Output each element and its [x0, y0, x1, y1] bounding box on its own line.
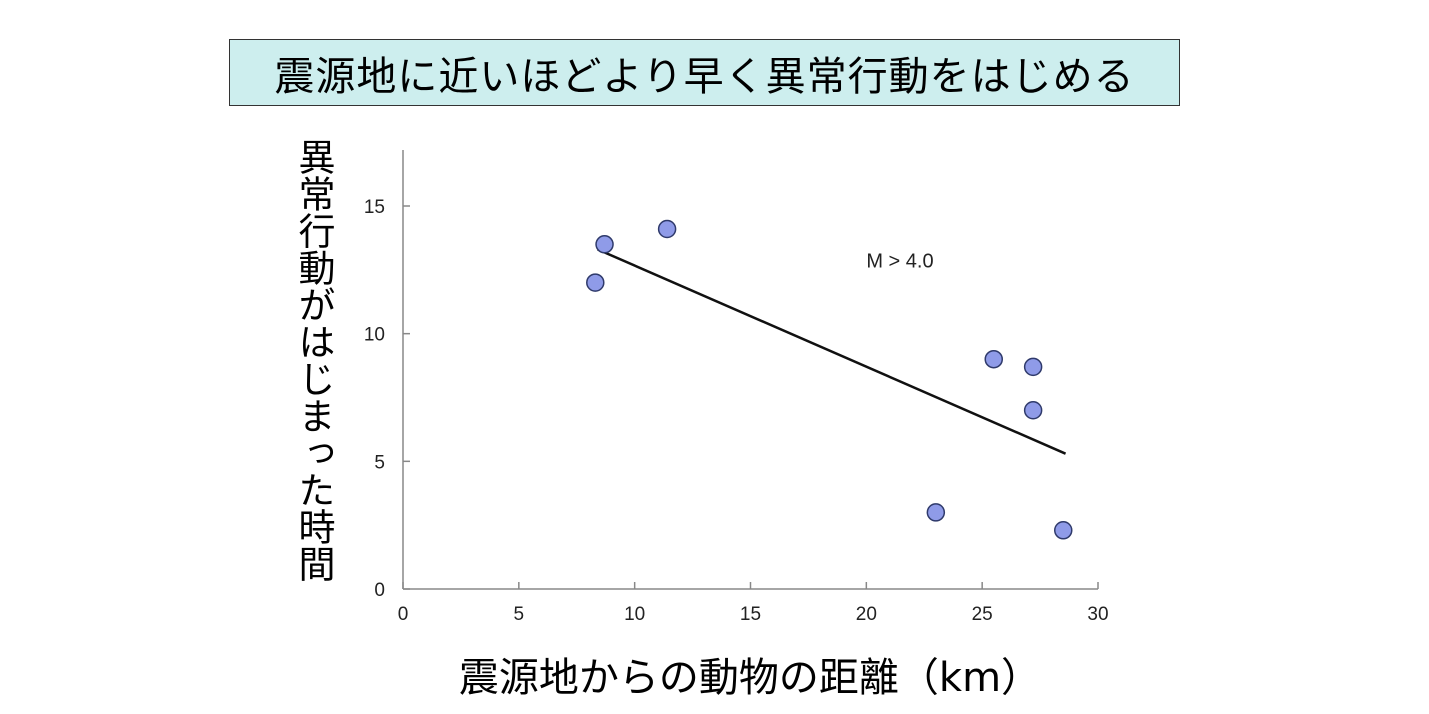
chart-title: 震源地に近いほどより早く異常行動をはじめる	[274, 53, 1135, 100]
y-tick-label: 10	[364, 325, 385, 346]
data-point	[984, 349, 1003, 369]
x-tick-label: 5	[514, 604, 525, 625]
y-tick-label: 5	[374, 452, 385, 473]
data-point	[657, 219, 677, 239]
axis-ticks: 0 5 10 15 20 25 30 0 5 10 15	[364, 197, 1109, 625]
data-points	[586, 219, 1073, 540]
y-tick-label: 0	[374, 580, 385, 601]
x-tick-label: 20	[856, 604, 877, 625]
y-tick-label: 15	[364, 197, 385, 218]
data-point	[926, 503, 946, 522]
data-point	[1054, 521, 1073, 540]
x-tick-label: 10	[624, 604, 645, 625]
data-point	[1023, 357, 1043, 377]
x-axis-label: 震源地からの動物の距離（km）	[458, 655, 1042, 701]
x-tick-label: 25	[972, 604, 993, 625]
y-axis-label: 異常行動がはじまった時間	[292, 138, 335, 582]
x-tick-label: 30	[1087, 604, 1108, 625]
axes	[402, 150, 1098, 590]
x-tick-label: 0	[398, 604, 409, 625]
chart-title-box: 震源地に近いほどより早く異常行動をはじめる	[229, 39, 1180, 106]
magnitude-annotation: M > 4.0	[866, 250, 933, 272]
trendline-group	[597, 248, 1067, 455]
data-point	[1023, 401, 1043, 420]
data-point	[595, 235, 614, 254]
trendline	[597, 248, 1067, 455]
x-tick-label: 15	[740, 604, 761, 625]
data-point	[586, 273, 605, 292]
